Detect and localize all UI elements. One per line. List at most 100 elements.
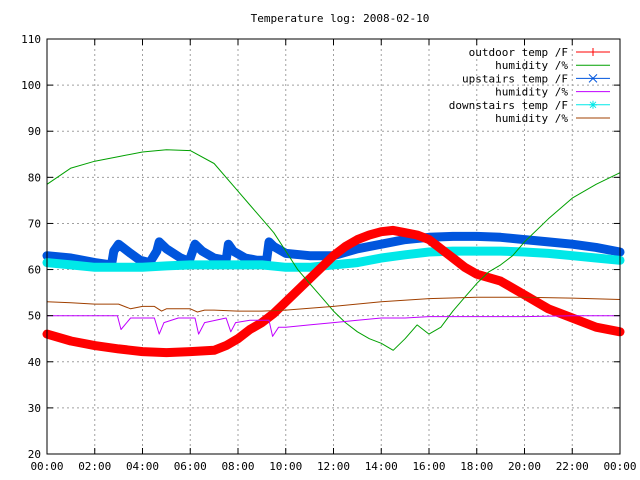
series-point-2 — [243, 256, 247, 260]
series-point-4 — [141, 266, 144, 269]
series-point-4 — [547, 252, 550, 255]
chart-title: Temperature log: 2008-02-10 — [251, 12, 430, 25]
series-point-0 — [451, 256, 455, 260]
x-tick-label: 20:00 — [508, 460, 541, 473]
x-tick-label: 02:00 — [78, 460, 111, 473]
series-point-2 — [451, 235, 455, 238]
x-tick-label: 06:00 — [174, 460, 207, 473]
series-line-3-humidity — [46, 315, 621, 337]
y-tick-label: 70 — [28, 217, 41, 230]
series-point-2 — [155, 249, 159, 253]
series-point-0 — [439, 247, 443, 251]
series-point-2 — [380, 242, 383, 246]
series-point-0 — [415, 233, 419, 237]
legend-label: humidity /% — [495, 86, 568, 99]
y-tick-label: 90 — [28, 125, 41, 138]
series-layer — [42, 149, 625, 358]
series-point-2 — [571, 242, 574, 246]
series-line-0-outdoor-temp-f — [42, 225, 625, 358]
series-point-4 — [571, 254, 574, 257]
series-point-4 — [308, 266, 311, 269]
y-tick-label: 100 — [21, 79, 41, 92]
series-point-2 — [165, 247, 168, 251]
series-point-2 — [212, 256, 216, 260]
series-point-2 — [129, 252, 132, 255]
series-point-0 — [272, 312, 276, 315]
x-tick-label: 00:00 — [30, 460, 63, 473]
series-point-0 — [391, 229, 395, 232]
x-tick-label: 12:00 — [317, 460, 350, 473]
y-tick-label: 50 — [28, 310, 41, 323]
series-point-2 — [403, 238, 407, 241]
x-tick-label: 18:00 — [460, 460, 493, 473]
series-point-0 — [463, 266, 467, 269]
series-point-0 — [403, 231, 407, 234]
series-point-2 — [232, 249, 235, 253]
series-point-0 — [368, 233, 371, 237]
x-tick-label: 08:00 — [221, 460, 254, 473]
series-point-4 — [284, 266, 287, 269]
series-point-2 — [594, 246, 598, 249]
x-tick-label: 00:00 — [603, 460, 636, 473]
ticks — [46, 38, 621, 455]
series-point-4 — [260, 263, 264, 267]
y-tick-label: 40 — [28, 356, 41, 369]
series-point-2 — [69, 256, 73, 260]
series-point-0 — [308, 277, 311, 280]
series-point-0 — [236, 337, 240, 340]
series-point-2 — [200, 249, 204, 253]
series-point-4 — [212, 263, 216, 267]
y-tick-label: 110 — [21, 33, 41, 46]
series-point-4 — [475, 249, 478, 253]
series-point-2 — [227, 242, 230, 246]
series-point-4 — [594, 256, 598, 260]
legend-label: outdoor temp /F — [469, 46, 568, 59]
series-point-2 — [117, 242, 120, 246]
legend-label: humidity /% — [495, 59, 568, 72]
y-tick-labels: 20 30 40 50 60 70 80 90 100 110 — [21, 33, 41, 461]
series-point-0 — [344, 245, 347, 248]
series-point-0 — [475, 272, 478, 276]
legend-marker — [588, 74, 598, 83]
series-point-2 — [138, 259, 142, 262]
legend-label: upstairs temp /F — [462, 72, 568, 85]
y-tick-label: 20 — [28, 448, 41, 461]
series-point-4 — [189, 263, 192, 267]
series-point-0 — [212, 349, 216, 352]
series-point-0 — [427, 238, 431, 241]
x-tick-label: 16:00 — [412, 460, 445, 473]
series-point-0 — [547, 307, 550, 310]
y-tick-label: 30 — [28, 402, 41, 415]
series-point-0 — [356, 238, 359, 241]
series-point-0 — [571, 316, 574, 320]
series-point-2 — [356, 247, 359, 251]
series-point-2 — [267, 240, 271, 244]
series-point-0 — [523, 293, 526, 297]
series-point-2 — [112, 249, 116, 253]
series-point-4 — [356, 261, 359, 264]
series-point-2 — [308, 254, 311, 257]
series-point-2 — [272, 245, 276, 248]
series-point-4 — [236, 263, 240, 267]
y-tick-label: 60 — [28, 264, 41, 277]
series-point-0 — [332, 254, 335, 257]
series-point-4 — [69, 263, 73, 267]
x-tick-label: 10:00 — [269, 460, 302, 473]
series-point-0 — [594, 325, 598, 329]
series-point-2 — [193, 242, 197, 246]
series-point-0 — [380, 230, 383, 233]
series-point-0 — [224, 344, 228, 347]
series-point-0 — [284, 300, 287, 304]
series-point-2 — [547, 240, 550, 244]
x-tick-labels: 00:00 02:00 04:00 06:00 08:00 10:00 12:00 14:00… — [30, 460, 636, 473]
series-point-0 — [260, 321, 264, 324]
series-line-1-humidity — [46, 149, 621, 351]
series-point-4 — [523, 250, 526, 254]
series-point-4 — [427, 250, 431, 254]
legend-label: downstairs temp /F — [449, 99, 568, 112]
series-point-0 — [93, 344, 96, 347]
series-point-2 — [499, 236, 502, 239]
x-tick-label: 04:00 — [126, 460, 159, 473]
y-tick-label: 80 — [28, 171, 41, 184]
